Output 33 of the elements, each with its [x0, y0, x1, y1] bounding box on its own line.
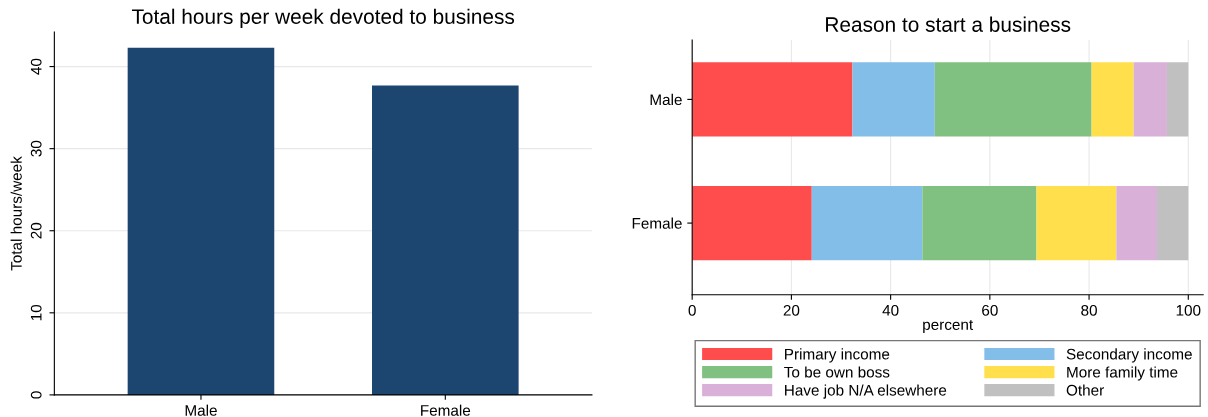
x-axis-title: percent [923, 319, 974, 334]
legend-label: Have job N/A elsewhere [785, 384, 947, 399]
x-tick-label: 0 [688, 304, 696, 316]
y-axis-title: Total hours/week [10, 156, 22, 271]
y-tick-label: 40 [30, 58, 42, 75]
bar [1166, 62, 1189, 137]
legend-label: More family time [1067, 366, 1178, 381]
legend-label: Other [1066, 384, 1104, 396]
y-tick-label: 30 [30, 140, 42, 157]
bar [922, 185, 1037, 261]
bar [692, 62, 853, 137]
legend-label: Secondary income [1066, 348, 1192, 363]
legend-label: Primary income [785, 348, 890, 363]
x-tick-label: 40 [882, 304, 899, 316]
x-tick-label: 20 [783, 304, 800, 316]
bar [1157, 185, 1189, 261]
bar [811, 185, 923, 261]
legend-label: To be own boss [784, 366, 890, 378]
bar [1091, 62, 1134, 137]
y-tick-label: 10 [30, 304, 42, 321]
y-tick-label: 0 [30, 391, 42, 399]
x-tick-label: 60 [982, 304, 998, 316]
x-tick-label: 100 [1176, 304, 1201, 316]
bar [1036, 185, 1117, 261]
bar [1133, 62, 1167, 137]
bar [692, 185, 812, 261]
y-tick-label: 20 [30, 222, 42, 239]
chart-title: Reason to start a business [826, 16, 1071, 32]
x-tick-label: 80 [1081, 304, 1097, 316]
bar [1116, 185, 1158, 261]
bar [852, 62, 935, 137]
chart-title: Total hours per week devoted to business [131, 8, 515, 29]
bar [934, 62, 1092, 137]
